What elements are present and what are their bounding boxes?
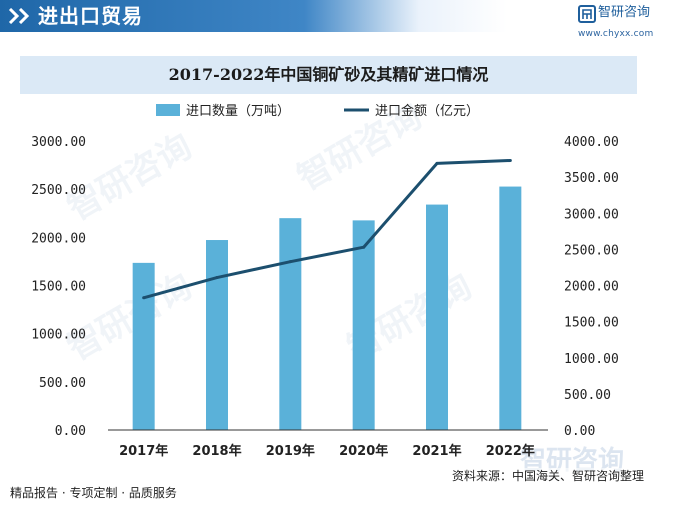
- y-left-tick-label: 2000.00: [31, 231, 86, 246]
- y-left-tick-label: 500.00: [39, 376, 86, 391]
- chevron-right-icon: [8, 8, 30, 24]
- y-right-tick-label: 1000.00: [564, 352, 619, 367]
- header-bar: 进出口贸易: [0, 0, 676, 32]
- bar-6: [499, 186, 522, 430]
- bar-2: [206, 240, 228, 430]
- line-point-6: [508, 159, 512, 163]
- line-point-4: [362, 245, 366, 249]
- y-left-tick-label: 2500.00: [31, 183, 86, 198]
- line-point-2: [215, 276, 219, 280]
- y-left-tick-label: 1000.00: [31, 328, 86, 343]
- brand-logo-icon: [578, 5, 596, 23]
- line-point-5: [435, 161, 439, 165]
- x-tick-label: 2021年: [412, 443, 461, 459]
- y-right-tick-label: 3000.00: [564, 207, 619, 222]
- footer-tagline: 精品报告 · 专项定制 · 品质服务: [10, 486, 177, 500]
- x-tick-label: 2017年: [119, 443, 168, 459]
- y-left-tick-label: 3000.00: [31, 135, 86, 150]
- line-point-3: [288, 260, 292, 264]
- line-series-amount: [143, 159, 511, 300]
- x-tick-label: 2020年: [339, 443, 388, 459]
- bar-5: [426, 204, 448, 430]
- chart-title: 2017-2022年中国铜矿砂及其精矿进口情况: [168, 65, 489, 84]
- section-title: 进出口贸易: [38, 4, 143, 28]
- legend-swatch-bar: [156, 104, 180, 116]
- y-left-tick-label: 0.00: [55, 424, 86, 439]
- bar-1: [132, 262, 155, 430]
- chart-title-band: 2017-2022年中国铜矿砂及其精矿进口情况: [20, 56, 637, 94]
- x-tick-label: 2018年: [192, 443, 241, 459]
- y-right-tick-label: 4000.00: [564, 135, 619, 150]
- y-left-tick-label: 1500.00: [31, 280, 86, 295]
- bar-3: [279, 218, 302, 430]
- y-right-tick-label: 1500.00: [564, 316, 619, 331]
- source-note: 资料来源：中国海关、智研咨询整理: [452, 468, 645, 484]
- y-right-tick-label: 2000.00: [564, 280, 619, 295]
- bar-4: [352, 220, 375, 430]
- y-right-tick-label: 3500.00: [564, 171, 619, 186]
- brand-name: 智研咨询: [598, 5, 651, 20]
- y-right-tick-label: 0.00: [564, 424, 595, 439]
- brand-url: www.chyxx.com: [578, 29, 654, 39]
- y-right-tick-label: 2500.00: [564, 243, 619, 258]
- legend-label-bar: 进口数量（万吨）: [186, 104, 290, 119]
- brand: 智研咨询 www.chyxx.com: [578, 5, 672, 43]
- line-point-1: [142, 296, 146, 300]
- legend-label-line: 进口金额（亿元）: [375, 103, 479, 119]
- x-tick-label: 2022年: [486, 443, 535, 459]
- x-tick-label: 2019年: [266, 443, 315, 459]
- y-right-tick-label: 500.00: [564, 388, 611, 403]
